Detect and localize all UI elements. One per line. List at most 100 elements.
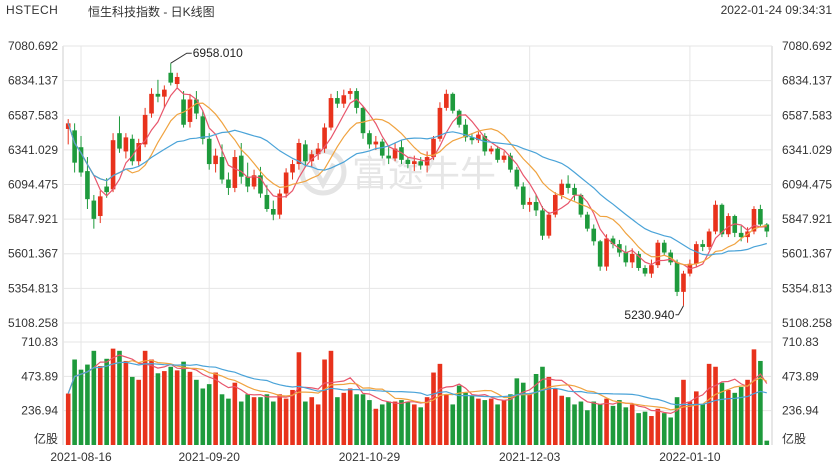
volume-bar (552, 388, 558, 445)
volume-bar (91, 350, 97, 445)
grid (62, 45, 773, 445)
volume-bar (456, 385, 462, 445)
candle-body (347, 91, 353, 94)
volume-bar (424, 397, 430, 445)
volume-bar (642, 411, 648, 445)
volume-bar (78, 369, 84, 445)
volume-bar (309, 397, 315, 445)
annotations: 6958.010 5230.940 (170, 46, 684, 322)
candle-body (123, 137, 129, 152)
volume-bar (72, 359, 77, 445)
volume-bar (527, 394, 532, 445)
volume-bar (604, 398, 609, 445)
volume-bar (373, 408, 379, 445)
date-tick: 2021-08-16 (50, 450, 112, 464)
volume-bar (219, 394, 225, 445)
volume-bar (463, 392, 468, 445)
date-tick: 2021-09-20 (179, 450, 241, 464)
volume-bar (674, 397, 680, 445)
candle-body (520, 186, 526, 205)
volume-bar (328, 350, 334, 445)
candle-body (335, 98, 340, 104)
date-tick: 2021-12-03 (499, 450, 561, 464)
volume-tick-right: 473.89 (782, 369, 819, 383)
candle-body (444, 93, 449, 108)
volume-bar (706, 363, 712, 445)
volume-bar (520, 382, 526, 445)
candle-body (97, 196, 103, 217)
volume-bar (187, 371, 193, 445)
vol-ma10-line (67, 359, 768, 411)
volume-bar (751, 349, 757, 445)
candle-body (328, 98, 334, 128)
candle-body (136, 142, 142, 162)
candle-body (546, 214, 552, 236)
volume-bar (508, 394, 513, 445)
price-tick-right: 6094.475 (782, 178, 832, 192)
volume-bar (162, 371, 167, 445)
candle-body (168, 72, 174, 83)
candle-body (597, 241, 603, 267)
volume-bar (110, 348, 116, 445)
volume-bar (136, 379, 142, 445)
candle-body (456, 110, 462, 125)
candle-body (604, 238, 609, 267)
volume-bar (65, 393, 71, 445)
volume-bar (213, 372, 218, 445)
candle-body (411, 161, 417, 165)
volume-unit-left: 亿股 (34, 431, 58, 446)
candle-body (104, 186, 109, 193)
volume-bar (341, 392, 347, 445)
volume-bar (764, 440, 770, 445)
candle-body (194, 99, 199, 114)
volume-bar (347, 388, 353, 445)
volume-bar (322, 359, 327, 445)
candle-body (629, 253, 635, 263)
volume-bar (514, 378, 520, 445)
candle-body (226, 179, 231, 188)
price-tick-right: 6834.137 (782, 74, 832, 88)
candle-body (322, 127, 327, 149)
volume-bar (719, 382, 725, 445)
volume-bar (270, 401, 276, 445)
price-tick-right: 5601.367 (782, 247, 832, 261)
volume-bar (437, 363, 443, 445)
volume-bar (392, 401, 398, 445)
candle-body (661, 242, 667, 253)
candle-body (681, 273, 686, 292)
moving-averages (67, 87, 767, 270)
volume-unit-right: 亿股 (782, 431, 806, 446)
volume-tick-right: 236.94 (782, 404, 819, 418)
candle-body (290, 164, 295, 173)
candle-body (296, 142, 302, 165)
candle-body (277, 193, 283, 215)
candle-body (431, 138, 436, 158)
volume-tick-left: 710.83 (21, 335, 58, 349)
volume-bar (726, 389, 731, 445)
candle-body (572, 187, 577, 195)
volume-bar (444, 394, 449, 445)
volume-bar (245, 394, 250, 445)
volume-bar (693, 391, 699, 445)
candle-body (399, 147, 404, 160)
price-tick-right: 6587.583 (782, 108, 832, 122)
volume-bar (431, 372, 436, 445)
price-tick-left: 5108.258 (8, 316, 58, 330)
volume-bar (713, 366, 718, 445)
candle-body (565, 183, 571, 188)
volume-bar (533, 373, 539, 445)
volume-bar (738, 387, 744, 445)
candle-body (713, 204, 718, 232)
volume-bar (206, 384, 212, 445)
candle-body (655, 242, 661, 266)
chart-header: HSTECH 恒生科技指数 - 日K线图 2022-01-24 09:34:31 (0, 0, 840, 20)
candle-body (85, 171, 90, 200)
volume-bar (495, 404, 500, 445)
volume-averages (67, 354, 768, 415)
volume-bar (482, 400, 488, 445)
candle-body (91, 200, 97, 219)
volume-bar (232, 382, 238, 445)
candle-body (738, 232, 744, 238)
volume-bar (251, 397, 257, 445)
candle-body (245, 176, 250, 187)
